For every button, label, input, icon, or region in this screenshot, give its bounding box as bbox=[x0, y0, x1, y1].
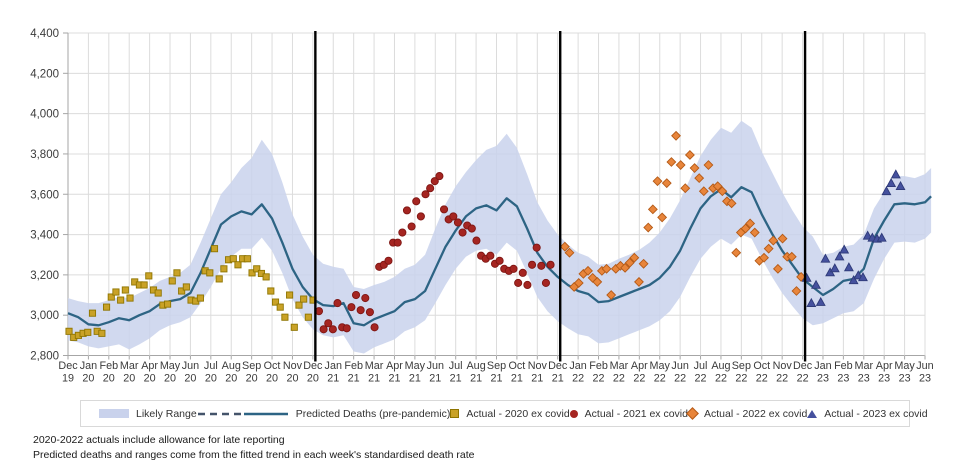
diamond-legend-marker bbox=[686, 407, 699, 420]
x-axis-label: Jun 20 bbox=[182, 360, 199, 385]
x-axis-label: Mar 23 bbox=[854, 360, 873, 385]
x-axis-label: Jun 22 bbox=[671, 360, 688, 385]
x-axis-label: Apr 21 bbox=[386, 360, 403, 385]
x-axis-label: Apr 20 bbox=[141, 360, 158, 385]
predicted-deaths-line bbox=[67, 186, 932, 327]
x-axis-label: Nov 21 bbox=[528, 360, 548, 385]
likely-range-band bbox=[68, 120, 932, 354]
y-axis-label: 4,000 bbox=[30, 109, 59, 121]
x-axis-label: Mar 21 bbox=[365, 360, 384, 385]
legend-label: Predicted Deaths (pre-pandemic) bbox=[295, 407, 451, 420]
x-axis-label: Jan 20 bbox=[80, 360, 97, 385]
x-axis-label: Jul 20 bbox=[204, 360, 218, 385]
x-axis-label: Aug 20 bbox=[222, 360, 241, 385]
legend-item-triangle: Actual - 2023 ex covid bbox=[807, 407, 928, 420]
x-axis-label: May 21 bbox=[405, 360, 426, 385]
legend-item-band: Likely Range bbox=[99, 408, 197, 420]
solid-line-legend-marker bbox=[243, 412, 288, 415]
x-axis-label: Feb 20 bbox=[100, 360, 119, 385]
x-axis-label: Feb 21 bbox=[344, 360, 363, 385]
x-axis-label: Sep 21 bbox=[487, 360, 506, 385]
x-axis-label: Nov 20 bbox=[283, 360, 303, 385]
x-axis-label: May 20 bbox=[160, 360, 181, 385]
dashed-line-legend-marker bbox=[197, 412, 242, 415]
x-axis-label: Jan 23 bbox=[814, 360, 831, 385]
x-axis-label: Sep 22 bbox=[732, 360, 751, 385]
x-axis-label: Mar 20 bbox=[120, 360, 139, 385]
x-axis-label: Aug 21 bbox=[466, 360, 485, 385]
legend-item-diamond: Actual - 2022 ex covid bbox=[686, 407, 808, 420]
x-axis-label: Jun 23 bbox=[916, 360, 933, 385]
x-axis-label: Jul 21 bbox=[449, 360, 463, 385]
y-axis-label: 2,800 bbox=[30, 351, 59, 363]
legend-label: Actual - 2020 ex covid bbox=[466, 407, 570, 420]
x-axis-label: May 23 bbox=[894, 360, 915, 385]
legend-item-solid-line: Predicted Deaths (pre-pandemic) bbox=[243, 407, 451, 420]
chart-legend: Likely Range Predicted Deaths (pre-pandem… bbox=[80, 400, 928, 427]
series-diamond bbox=[559, 130, 807, 300]
legend-item-square: Actual - 2020 ex covid bbox=[450, 407, 570, 420]
x-axis-label: Apr 22 bbox=[631, 360, 648, 385]
x-axis-label: Jul 22 bbox=[694, 360, 708, 385]
y-axis-label: 3,200 bbox=[30, 270, 59, 282]
footnote-method: Predicted deaths and ranges come from th… bbox=[33, 448, 475, 461]
x-axis-label: May 22 bbox=[650, 360, 671, 385]
y-axis-label: 3,600 bbox=[30, 189, 59, 201]
x-axis-label: Dec 22 bbox=[793, 360, 813, 385]
x-axis-label: Jun 21 bbox=[427, 360, 444, 385]
x-axis-label: Mar 22 bbox=[610, 360, 629, 385]
x-axis-label: Oct 22 bbox=[753, 360, 770, 385]
x-axis-label: Jan 22 bbox=[569, 360, 586, 385]
chart-footnotes: 2020-2022 actuals include allowance for … bbox=[33, 433, 475, 462]
series-square bbox=[65, 245, 317, 341]
triangle-legend-marker bbox=[807, 409, 818, 418]
legend-item-circle: Actual - 2021 ex covid bbox=[569, 407, 688, 420]
x-axis-label: Feb 23 bbox=[834, 360, 853, 385]
x-axis-label: Nov 22 bbox=[773, 360, 793, 385]
x-axis-label: Dec 21 bbox=[548, 360, 568, 385]
deaths-chart: 2,800 3,000 3,200 3,400 3,600 3,800 4,000 4,200… bbox=[30, 28, 933, 385]
y-axis-label: 4,200 bbox=[30, 68, 59, 80]
y-axis-label: 3,000 bbox=[30, 310, 59, 322]
x-axis-label: Jan 21 bbox=[325, 360, 342, 385]
x-axis-label: Feb 22 bbox=[589, 360, 608, 385]
y-axis-label: 4,400 bbox=[30, 28, 59, 40]
legend-label: Actual - 2021 ex covid bbox=[584, 407, 688, 420]
y-axis-label: 3,800 bbox=[30, 149, 59, 161]
x-axis-label: Oct 20 bbox=[264, 360, 281, 385]
x-axis-label: Aug 22 bbox=[711, 360, 730, 385]
legend-label: Actual - 2022 ex covid bbox=[703, 407, 808, 420]
x-axis-label: Sep 20 bbox=[242, 360, 261, 385]
y-axis-label: 3,400 bbox=[30, 230, 59, 242]
x-axis-label: Dec 19 bbox=[58, 360, 78, 385]
series-circle bbox=[314, 172, 555, 334]
footnote-late-reporting: 2020-2022 actuals include allowance for … bbox=[33, 434, 285, 446]
band-legend-marker bbox=[99, 409, 129, 418]
x-axis-label: Dec 20 bbox=[303, 360, 323, 385]
legend-label: Likely Range bbox=[136, 407, 197, 420]
x-axis-label: Oct 21 bbox=[509, 360, 526, 385]
legend-item-dashed-line bbox=[197, 411, 243, 417]
legend-label: Actual - 2023 ex covid bbox=[824, 407, 928, 420]
circle-legend-marker bbox=[569, 409, 578, 418]
square-legend-marker bbox=[450, 409, 460, 418]
x-axis-label: Apr 23 bbox=[876, 360, 893, 385]
